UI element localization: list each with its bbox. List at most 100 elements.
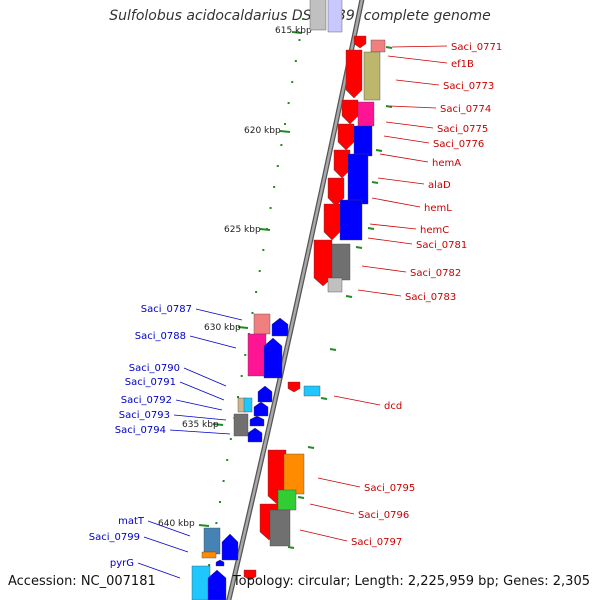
gene-block-heml (339, 199, 363, 241)
gene-block-saci-0794 (233, 413, 249, 437)
scale-dot-2 (294, 60, 297, 62)
gene-label-saci-0783: Saci_0783 (405, 292, 456, 303)
scale-dot-21 (226, 459, 229, 461)
minor-tick-7 (329, 348, 337, 351)
gene-arrow-saci-0775-red (337, 123, 355, 151)
gene-block-saci-0775 (353, 125, 373, 157)
scale-tick-0 (291, 31, 303, 34)
scale-dot-18 (237, 396, 240, 398)
gene-block-saci-0795 (283, 453, 305, 495)
scale-label-3: 630 kbp (204, 323, 241, 333)
leader-saci-0794 (169, 429, 231, 435)
leader-saci-0788 (189, 335, 237, 349)
minor-tick-11 (287, 546, 295, 549)
scale-dot-24 (215, 522, 218, 524)
gene-label-saci-0799: Saci_0799 (89, 532, 140, 543)
minor-tick-8 (320, 397, 328, 400)
minor-tick-9 (307, 446, 315, 449)
leader-saci-0781 (367, 237, 413, 245)
leader-saci-0774 (389, 105, 437, 109)
gene-label-saci-0781: Saci_0781 (416, 240, 467, 251)
gene-block-saci-0783 (327, 277, 343, 293)
gene-arrow-saci-0791 (253, 401, 269, 417)
leader-saci-0773 (395, 79, 440, 86)
leader-heml (371, 197, 421, 208)
scale-dot-11 (262, 249, 265, 251)
gene-label-saci-0790: Saci_0790 (129, 363, 180, 374)
minor-tick-0 (385, 46, 393, 49)
gene-label-saci-0771: Saci_0771 (451, 42, 502, 53)
leader-saci-0797 (299, 529, 348, 542)
scale-dot-17 (240, 375, 243, 377)
gene-arrow-saci-0774-red (341, 99, 359, 125)
leader-saci-0799 (143, 536, 189, 553)
scale-dot-6 (280, 144, 283, 146)
leader-saci-0793 (173, 414, 227, 421)
leader-saci-0775 (385, 121, 434, 129)
gene-label-saci-0776: Saci_0776 (433, 139, 484, 150)
gene-label-saci-0796: Saci_0796 (358, 510, 409, 521)
gene-label-heml: hemL (424, 203, 452, 214)
minor-tick-1 (385, 105, 393, 108)
leader-pyrg (137, 562, 181, 579)
gene-label-ef1b: ef1B (451, 59, 474, 70)
gene-label-saci-0793: Saci_0793 (119, 410, 170, 421)
gene-label-saci-0794: Saci_0794 (115, 425, 166, 436)
scale-label-2: 625 kbp (224, 225, 261, 235)
genome-title: Sulfolobus acidocaldarius DSM 639, compl… (109, 8, 491, 24)
scale-dot-23 (218, 501, 221, 503)
leader-ef1b (387, 55, 448, 64)
scale-label-0: 615 kbp (275, 26, 312, 36)
gene-block-ef1b (363, 51, 381, 101)
scale-dot-1 (298, 39, 301, 41)
minor-tick-10 (297, 496, 305, 499)
minor-tick-3 (371, 181, 379, 184)
scale-label-4: 635 kbp (182, 420, 219, 430)
gene-label-saci-0795: Saci_0795 (364, 483, 415, 494)
scale-dot-5 (284, 123, 287, 125)
leader-dcd (333, 395, 381, 406)
scale-dot-7 (276, 165, 279, 167)
gene-block-hema (347, 153, 369, 205)
scale-dot-12 (258, 270, 261, 272)
accession-label: Accession: NC_007181 (8, 574, 156, 589)
gene-label-saci-0797: Saci_0797 (351, 537, 402, 548)
gene-label-dcd: dcd (384, 401, 402, 412)
leader-hemc (369, 223, 417, 230)
gene-block-saci-0771 (370, 39, 386, 53)
leader-saci-0791 (179, 381, 225, 401)
gene-block-saci-0787 (253, 313, 271, 335)
leader-saci-0783 (357, 289, 402, 297)
leader-hema (379, 153, 429, 163)
gene-label-alad: alaD (428, 180, 451, 191)
minor-tick-5 (355, 246, 363, 249)
gene-block-saci-0799 (201, 551, 217, 559)
gene-arrow-saci-0799 (215, 559, 225, 567)
minor-tick-6 (345, 295, 353, 298)
gene-arrow-ef1b-red (345, 49, 363, 99)
scale-dot-8 (273, 186, 276, 188)
scale-label-1: 620 kbp (244, 126, 281, 136)
minor-tick-4 (367, 227, 375, 230)
gene-arrow-pyrg (207, 569, 227, 600)
gene-label-saci-0791: Saci_0791 (125, 377, 176, 388)
gene-block-saci-0788 (247, 333, 267, 377)
gene-label-matt: matT (118, 516, 145, 527)
gene-label-saci-0774: Saci_0774 (440, 104, 491, 115)
scale-tick-5 (198, 524, 210, 527)
gene-block-saci-0796 (277, 489, 297, 511)
leader-matt (147, 520, 191, 537)
gene-block-pyrg (191, 565, 211, 600)
scale-tick-4 (212, 423, 224, 426)
leader-saci-0790 (183, 367, 227, 387)
gene-label-saci-0775: Saci_0775 (437, 124, 488, 135)
gene-block-dcd (303, 385, 321, 397)
gene-label-pyrg: pyrG (110, 558, 134, 569)
scale-dot-4 (287, 102, 290, 104)
gene-arrow-saci-0771-red (353, 35, 367, 49)
scale-dot-14 (251, 312, 254, 314)
gene-block-top-gray (309, 0, 327, 31)
gene-label-saci-0792: Saci_0792 (121, 395, 172, 406)
gene-arrow-saci-0787 (271, 317, 289, 337)
